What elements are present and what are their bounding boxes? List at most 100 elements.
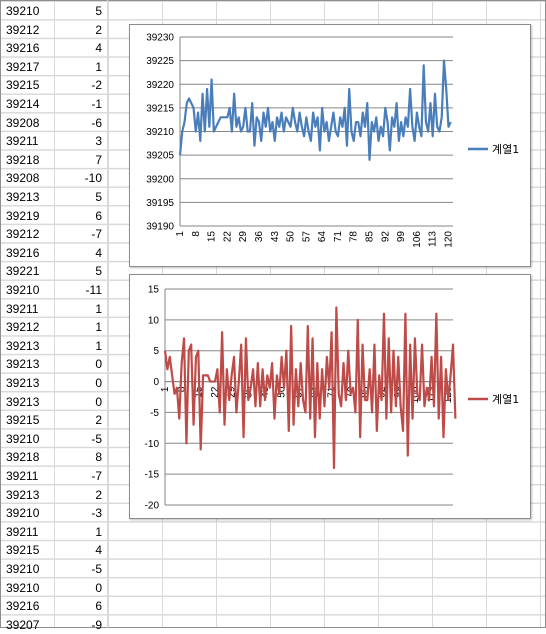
- chart-plot-1: 39230 39225 39220 39215 39210 39205 39200 39195…: [146, 33, 519, 248]
- cell-b34[interactable]: -9: [91, 617, 102, 632]
- y-tick-label: 10: [148, 315, 160, 326]
- cell-a4[interactable]: 39217: [6, 59, 40, 74]
- cell-a16[interactable]: 39210: [6, 283, 40, 297]
- cell-b13[interactable]: -7: [91, 227, 102, 242]
- cell-a17[interactable]: 39211: [6, 301, 39, 316]
- cell-b16[interactable]: -11: [85, 283, 102, 297]
- legend-label: 계열1: [492, 143, 519, 156]
- cell-a19[interactable]: 39213: [6, 338, 40, 353]
- x-tick-label: 15: [207, 231, 218, 243]
- cell-a32[interactable]: 39210: [6, 580, 40, 595]
- cell-a1[interactable]: 39210: [6, 4, 40, 18]
- cell-a11[interactable]: 39213: [6, 190, 40, 204]
- cell-b1[interactable]: 5: [95, 4, 102, 18]
- cell-a2[interactable]: 39212: [6, 22, 40, 37]
- column-divider: [107, 0, 108, 628]
- cell-a6[interactable]: 39214: [6, 97, 40, 111]
- x-tick-label: 92: [380, 231, 391, 243]
- line-chart-red[interactable]: 15 10 5 0 -5 -10 -15 -20 1 8 15 22 29 36 43 50 57 64 71 78 8…: [129, 274, 531, 519]
- cell-a26[interactable]: 39211: [6, 469, 39, 483]
- x-tick-label: 1: [160, 386, 171, 392]
- cell-a22[interactable]: 39213: [6, 394, 40, 409]
- cell-a25[interactable]: 39218: [6, 450, 40, 465]
- cell-b15[interactable]: 5: [95, 264, 102, 279]
- cell-a24[interactable]: 39210: [6, 431, 40, 446]
- cell-b25[interactable]: 8: [95, 450, 102, 465]
- cell-a33[interactable]: 39216: [6, 599, 40, 614]
- cell-b14[interactable]: 4: [95, 245, 102, 260]
- series-line: [178, 59, 452, 161]
- x-tick-label: 43: [270, 231, 281, 243]
- cell-b8[interactable]: 3: [95, 134, 102, 149]
- y-tick-label: 15: [148, 285, 160, 296]
- cell-b9[interactable]: 7: [95, 152, 102, 167]
- x-tick-label: 8: [177, 386, 188, 392]
- cell-b26[interactable]: -7: [91, 469, 102, 483]
- cell-a29[interactable]: 39211: [6, 524, 39, 539]
- y-tick-label: -15: [145, 470, 160, 481]
- cell-a31[interactable]: 39210: [6, 562, 40, 576]
- y-tick-label: 39220: [146, 80, 174, 91]
- cell-a30[interactable]: 39215: [6, 543, 40, 558]
- cell-b30[interactable]: 4: [95, 543, 102, 558]
- cell-a5[interactable]: 39215: [6, 78, 40, 93]
- cell-b31[interactable]: -5: [91, 562, 102, 576]
- cell-b3[interactable]: 4: [95, 41, 102, 56]
- cell-a27[interactable]: 39213: [6, 487, 40, 502]
- cell-b19[interactable]: 1: [95, 338, 102, 353]
- cell-a7[interactable]: 39208: [6, 115, 40, 130]
- x-tick-label: 50: [277, 386, 288, 398]
- cell-a3[interactable]: 39216: [6, 41, 40, 56]
- y-tick-label: 39215: [146, 103, 174, 114]
- cell-a12[interactable]: 39219: [6, 208, 40, 223]
- cell-a15[interactable]: 39221: [6, 264, 40, 279]
- x-tick-label: 22: [210, 386, 221, 398]
- cell-b22[interactable]: 0: [95, 394, 102, 409]
- cell-b32[interactable]: 0: [95, 580, 102, 595]
- cell-b6[interactable]: -1: [91, 97, 102, 111]
- cell-a28[interactable]: 39210: [6, 506, 40, 521]
- cell-b10[interactable]: -10: [84, 171, 102, 186]
- cell-b20[interactable]: 0: [95, 357, 102, 372]
- cell-b24[interactable]: -5: [91, 431, 102, 446]
- x-tick-label: 64: [317, 231, 328, 243]
- cell-a23[interactable]: 39215: [6, 413, 40, 428]
- cell-b27[interactable]: 2: [95, 487, 102, 502]
- cell-b2[interactable]: 2: [95, 22, 102, 37]
- cell-b7[interactable]: -6: [91, 115, 102, 130]
- x-tick-label: 120: [443, 231, 454, 248]
- x-tick-label: 29: [238, 231, 249, 243]
- cell-a8[interactable]: 39211: [6, 134, 39, 149]
- line-chart-blue[interactable]: 39230 39225 39220 39215 39210 39205 39200 39195…: [129, 24, 531, 267]
- cell-b5[interactable]: -2: [91, 78, 102, 93]
- cell-b17[interactable]: 1: [95, 301, 102, 316]
- y-tick-label: 0: [153, 377, 159, 388]
- cell-b29[interactable]: 1: [95, 524, 102, 539]
- x-tick-label: 36: [254, 231, 265, 243]
- x-tick-label: 99: [396, 231, 407, 243]
- x-tick-label: 106: [412, 231, 423, 248]
- cell-b4[interactable]: 1: [95, 59, 102, 74]
- cell-b21[interactable]: 0: [95, 376, 102, 390]
- cell-a13[interactable]: 39212: [6, 227, 40, 242]
- cell-a10[interactable]: 39208: [6, 171, 40, 186]
- x-tick-label: 22: [222, 231, 233, 243]
- cell-b23[interactable]: 2: [95, 413, 102, 428]
- cell-b12[interactable]: 6: [95, 208, 102, 223]
- cell-b33[interactable]: 6: [95, 599, 102, 614]
- x-tick-label: 57: [301, 231, 312, 243]
- cell-a20[interactable]: 39213: [6, 357, 40, 372]
- cell-a21[interactable]: 39213: [6, 376, 40, 390]
- y-tick-label: -20: [145, 501, 160, 512]
- cell-b11[interactable]: 5: [95, 190, 102, 204]
- x-tick-label: 113: [427, 386, 438, 402]
- cell-a34[interactable]: 39207: [6, 617, 40, 632]
- x-tick-label: 8: [191, 231, 202, 237]
- cell-a18[interactable]: 39212: [6, 320, 40, 335]
- cell-b28[interactable]: -3: [91, 506, 102, 521]
- cell-a9[interactable]: 39218: [6, 152, 40, 167]
- cell-a14[interactable]: 39216: [6, 245, 40, 260]
- x-tick-label: 78: [349, 231, 360, 243]
- cell-b18[interactable]: 1: [95, 320, 102, 335]
